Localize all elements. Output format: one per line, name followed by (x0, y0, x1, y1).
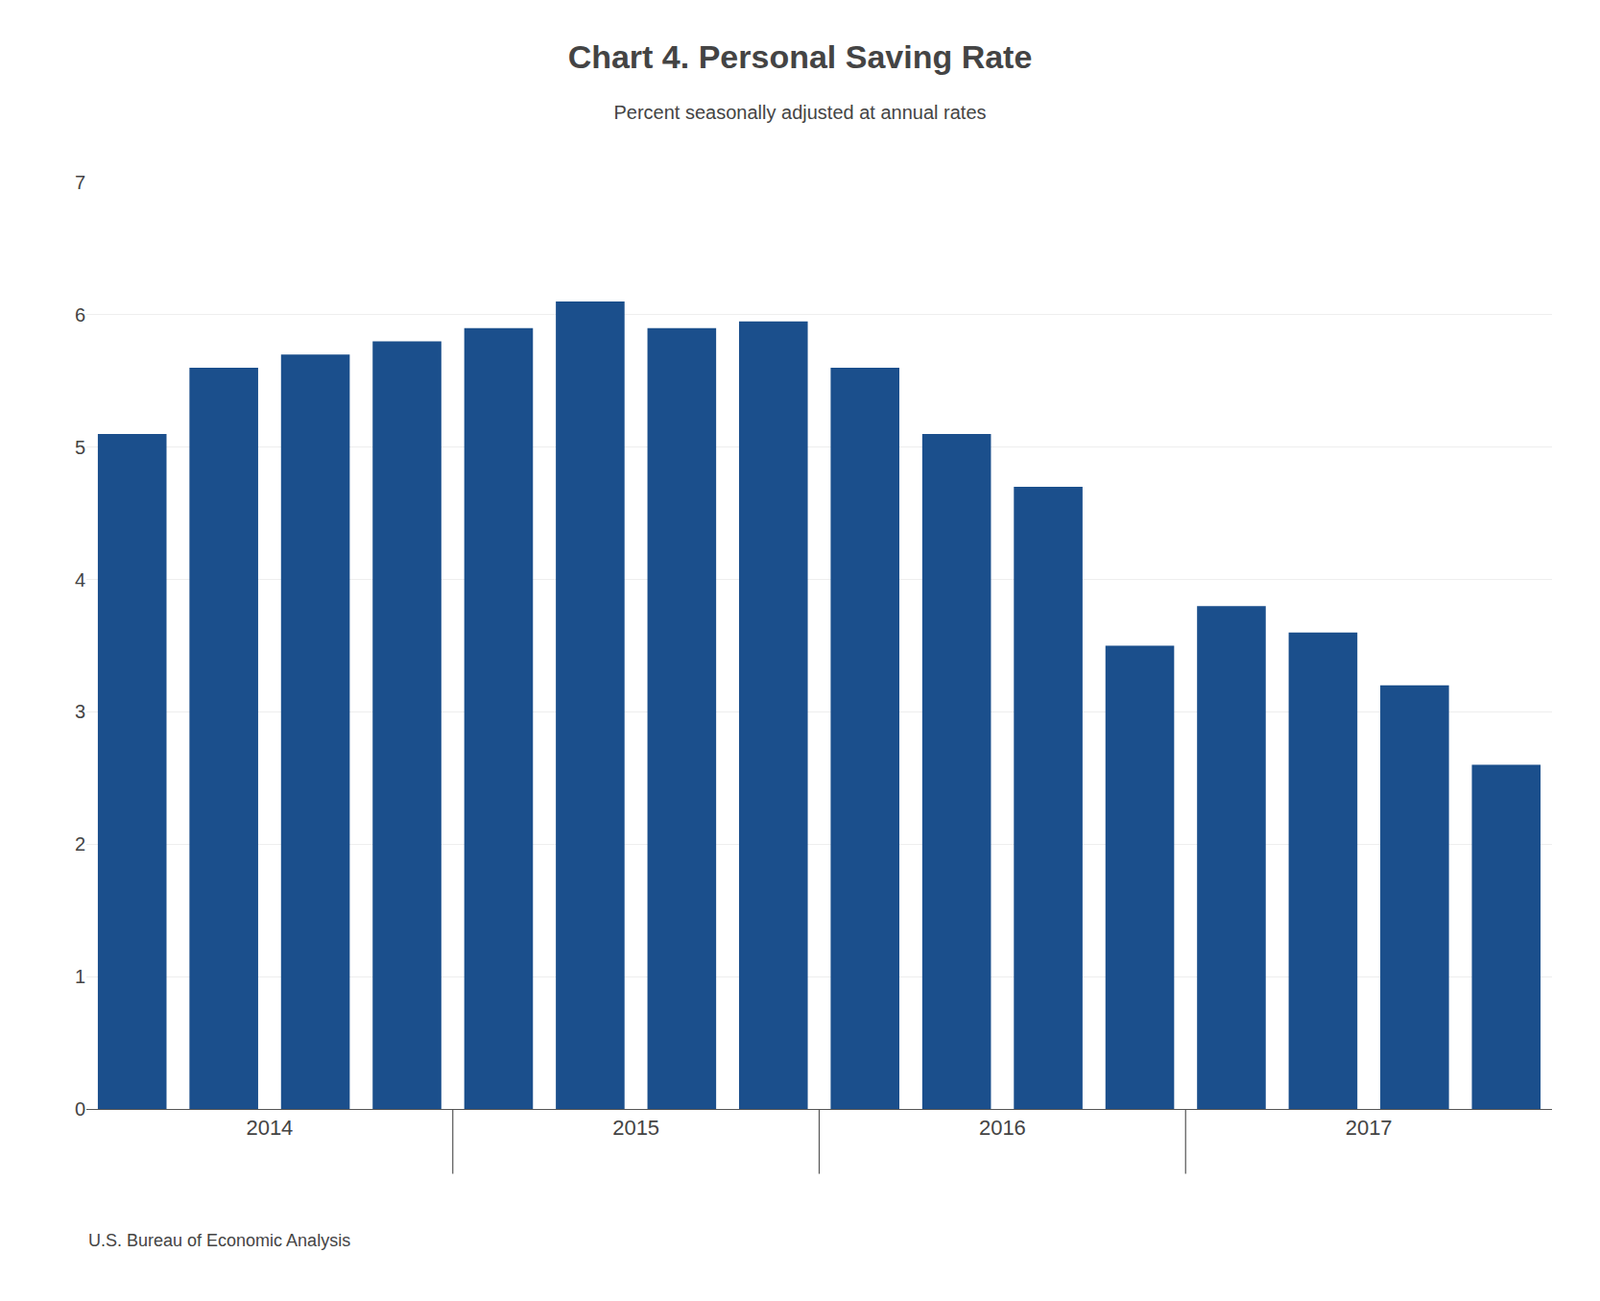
svg-text:3: 3 (74, 700, 86, 722)
svg-text:2014: 2014 (245, 1115, 293, 1140)
svg-text:4: 4 (74, 569, 86, 591)
svg-text:U.S. Bureau of Economic Analys: U.S. Bureau of Economic Analysis (88, 1230, 351, 1250)
svg-text:0: 0 (74, 1098, 86, 1120)
svg-text:2: 2 (74, 833, 86, 855)
svg-text:6: 6 (74, 304, 86, 326)
svg-text:Percent seasonally adjusted at: Percent seasonally adjusted at annual ra… (613, 101, 986, 123)
svg-text:2017: 2017 (1345, 1115, 1393, 1140)
svg-text:Chart 4. Personal Saving Rate: Chart 4. Personal Saving Rate (568, 38, 1033, 75)
svg-text:7: 7 (74, 171, 86, 193)
svg-text:2015: 2015 (612, 1115, 660, 1140)
svg-text:1: 1 (74, 965, 86, 987)
svg-text:5: 5 (74, 436, 86, 458)
svg-text:2016: 2016 (979, 1115, 1027, 1140)
